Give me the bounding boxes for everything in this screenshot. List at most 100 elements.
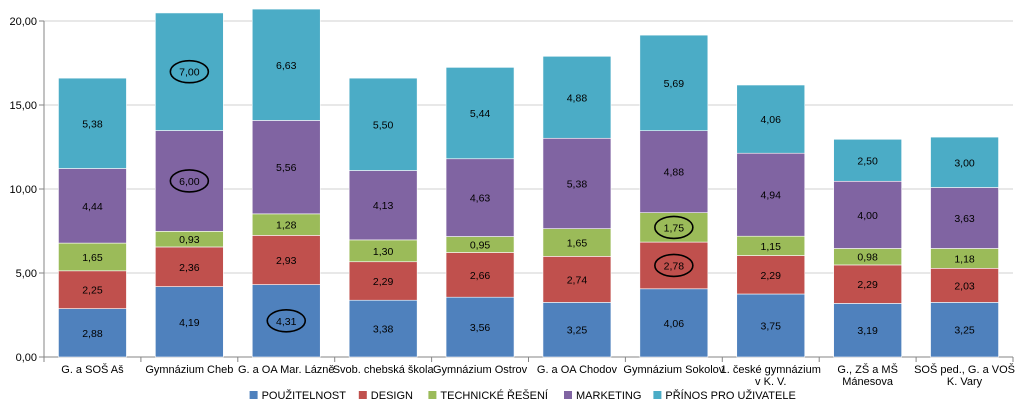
data-label: 2,03 (954, 280, 975, 292)
highlight-circle (266, 308, 307, 333)
data-label: 4,44 (82, 201, 103, 213)
bar-segment (542, 256, 612, 303)
data-label: 2,36 (179, 262, 200, 274)
data-label: 3,25 (567, 325, 588, 337)
data-label: 1,75 (664, 222, 685, 234)
x-axis: G. a SOŠ Aš Gymnázium Cheb G. a OA Mar. Lá… (43, 356, 1015, 388)
bar-segment (251, 284, 321, 358)
bar-segment (348, 170, 418, 241)
bar-segment (155, 286, 224, 358)
bar-segment (251, 8, 321, 121)
data-label: 3,56 (470, 322, 491, 334)
bar-segment (736, 293, 806, 358)
data-label: 3,19 (857, 325, 878, 337)
bar-segment (736, 152, 806, 237)
data-label: 4,06 (761, 114, 782, 126)
data-label: 5,44 (470, 108, 491, 120)
x-category-label: G. a OA Chodov (537, 364, 618, 376)
data-label: 1,30 (373, 246, 394, 258)
legend-label: TECHNICKÉ ŘEŠENÍ (440, 389, 549, 402)
data-label: 3,25 (954, 325, 975, 337)
legend: POUŽITELNOST DESIGN TECHNICKÉ ŘEŠENÍ MARKET… (249, 389, 796, 402)
bar-segment (348, 77, 418, 171)
bar-segment (736, 84, 806, 154)
bar-segment (639, 241, 709, 290)
data-label: 3,38 (373, 324, 394, 336)
legend-swatch (428, 391, 437, 399)
bar-segment (833, 303, 902, 358)
x-category-label: 1. české gymnázium v K. V. (721, 364, 821, 388)
data-labels: 2,88 2,25 1,65 4,44 5,38 4,19 2,36 0,93 6,00 7,00… (82, 60, 975, 340)
bar-segment (251, 235, 321, 285)
x-category-label: Gymnázium Ostrov (433, 364, 528, 376)
x-category-label: G., ZŠ a MŠ Mánesova (837, 363, 898, 388)
data-label: 5,38 (82, 118, 103, 130)
legend-label: MARKETING (576, 390, 641, 402)
y-tick-label: 5,00 (16, 268, 37, 280)
bar-segment (445, 158, 515, 237)
bar-segment (58, 242, 127, 272)
data-label: 5,38 (567, 178, 588, 190)
data-label: 0,98 (857, 252, 878, 264)
bar-segment (930, 187, 999, 249)
data-label: 4,06 (664, 318, 685, 330)
data-label: 7,00 (179, 67, 200, 79)
legend-swatch (564, 391, 572, 399)
data-label: 4,31 (276, 316, 297, 328)
y-tick-label: 10,00 (9, 184, 37, 196)
highlight-circle (169, 169, 210, 193)
data-label: 2,66 (470, 270, 491, 282)
x-category-label: Svob. chebská škola (333, 364, 435, 376)
data-label: 2,29 (761, 270, 782, 282)
x-category-label: G. a OA Mar. Lázně (238, 364, 335, 376)
data-label: 4,00 (857, 210, 878, 222)
bar-segment (155, 12, 224, 131)
legend-swatch (249, 391, 258, 399)
data-label: 2,25 (82, 285, 103, 297)
legend-label: PŘÍNOS PRO UŽIVATELE (665, 389, 795, 402)
x-category-label: G. a SOŠ Aš (61, 363, 124, 376)
data-label: 1,18 (954, 253, 975, 265)
data-label: 1,65 (567, 238, 588, 250)
y-tick-label: 15,00 (9, 100, 37, 112)
data-label: 3,63 (954, 213, 975, 225)
data-label: 2,88 (82, 328, 103, 340)
legend-swatch (358, 391, 367, 399)
data-label: 4,63 (470, 193, 491, 205)
bar-segment (542, 302, 612, 358)
bar-segment (58, 308, 127, 358)
data-label: 5,50 (373, 119, 394, 131)
data-label: 4,88 (664, 167, 685, 179)
highlight-circle (654, 215, 694, 240)
y-tick-label: 0,00 (16, 352, 37, 364)
bar-segment (930, 136, 999, 188)
bar-segment (58, 168, 127, 244)
x-category-label: SOŠ ped., G. a VOŠ K. Vary (914, 363, 1015, 388)
bar-segment (542, 55, 612, 139)
bar-segment (348, 299, 418, 358)
data-label: 4,88 (567, 92, 588, 104)
highlight-circles (169, 59, 694, 333)
data-label: 2,78 (664, 260, 685, 272)
legend-swatch (653, 391, 662, 399)
data-label: 0,95 (470, 240, 491, 252)
highlight-circle (654, 253, 694, 278)
data-label: 2,29 (857, 279, 878, 291)
bars (58, 8, 999, 358)
bar-segment (639, 34, 709, 132)
data-label: 2,93 (276, 255, 297, 267)
bar-segment (542, 137, 612, 229)
bar-segment (930, 267, 999, 303)
bar-segment (833, 138, 902, 182)
y-axis: 0,00 5,00 10,00 15,00 20,00 (9, 16, 45, 364)
bar-segment (58, 77, 127, 169)
x-category-label: Gymnázium Cheb (145, 364, 233, 376)
bar-segment (251, 120, 321, 215)
bar-segment (639, 212, 709, 243)
data-label: 1,65 (82, 252, 103, 264)
data-label: 2,50 (857, 155, 878, 167)
data-label: 2,74 (567, 274, 588, 286)
data-label: 3,00 (954, 157, 975, 169)
bar-segment (58, 270, 127, 309)
